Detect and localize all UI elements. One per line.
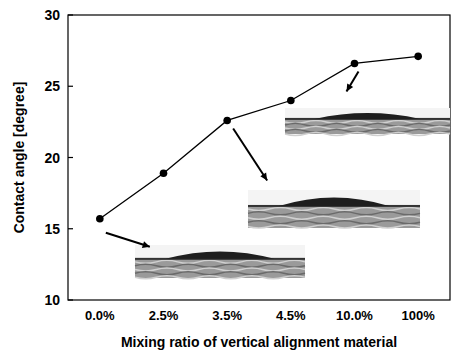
x-tick-label: 3.5% [212,308,242,323]
chart: 10 15 20 25 30 0.0% 2.5% 3.5% 4.5% 10.0% 100% Mixin… [0,0,458,358]
photo-bg [248,190,420,228]
photo-texture [135,272,305,275]
data-point [96,215,104,223]
arrow-head [142,241,150,248]
arrow-line [233,128,267,180]
y-tick-label: 15 [44,221,60,237]
photo-inset [135,245,305,279]
photo-texture [248,207,420,210]
photo-texture [248,212,420,215]
photo-texture [285,129,450,132]
photo-texture [285,132,450,135]
photo-droplet [315,113,421,119]
photo-substrate [285,119,450,134]
x-tick-label: 100% [402,308,436,323]
photo-texture [248,221,420,224]
data-point [287,97,295,105]
photo-texture [285,123,450,126]
photo-texture [248,216,420,219]
y-tick-label: 25 [44,78,60,94]
y-tick-label: 30 [44,7,60,23]
photo-inset [248,190,420,228]
photo-droplet [166,251,275,258]
chart-svg: 10 15 20 25 30 0.0% 2.5% 3.5% 4.5% 10.0% 100% Mixin… [0,0,458,358]
y-tick [68,157,73,158]
data-point [351,60,359,68]
y-tick-label: 20 [44,150,60,166]
y-axis-title: Contact angle [degree] [11,82,27,234]
photo-bg [135,245,305,278]
y-tick-label: 10 [44,292,60,308]
photo-texture [285,120,450,123]
x-tick-label: 4.5% [276,308,306,323]
y-tick [68,299,73,300]
photo-texture [135,276,305,279]
photo-substrate [248,206,420,228]
y-tick [68,14,73,15]
x-axis-title: Mixing ratio of vertical alignment mater… [121,334,397,350]
plot-frame [68,15,450,300]
data-line [100,56,418,218]
photo-substrate [135,259,305,278]
arrow-line [347,71,359,91]
x-tick-label: 10.0% [336,308,373,323]
arrow-head [347,83,354,91]
photo-texture [135,260,305,263]
photo-texture [285,126,450,129]
y-tick [68,86,73,87]
photo-inset [285,108,450,135]
data-point [160,169,168,177]
data-point [414,53,422,61]
photo-texture [135,264,305,267]
photo-droplet [279,197,389,206]
photo-bg [285,108,450,134]
x-tick-label: 0.0% [85,308,115,323]
photo-texture [248,225,420,228]
data-point [223,117,231,125]
y-tick [68,228,73,229]
marks [96,53,422,223]
x-tick-label: 2.5% [149,308,179,323]
photo-texture [135,268,305,271]
arrow-head [260,173,267,181]
